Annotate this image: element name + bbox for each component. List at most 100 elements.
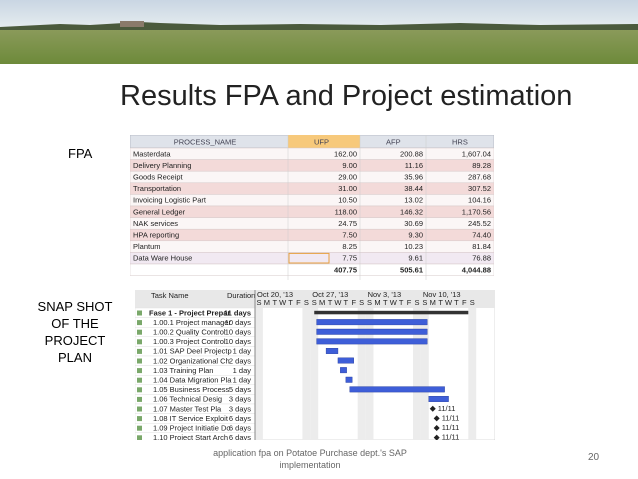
task-icon [137, 310, 142, 316]
cell-number: 10.50 [338, 196, 357, 205]
day-label: M [264, 298, 270, 307]
cell-number: 245.52 [468, 219, 491, 228]
cell-number: 1,170.56 [462, 207, 491, 216]
day-label: F [407, 298, 412, 307]
week-label: Nov 3, '13 [368, 290, 402, 299]
task-bar [428, 395, 449, 402]
selected-cell [288, 252, 330, 264]
task-name: 1.03 Training Plan [153, 366, 213, 375]
row-bg [130, 182, 494, 195]
column-header: Duration [227, 291, 255, 300]
day-label: T [399, 298, 404, 307]
column-header: Task Name [151, 291, 189, 300]
task-duration: 10 days [225, 327, 252, 336]
cell-number: 9.61 [408, 254, 423, 263]
cell-number: 74.40 [472, 230, 491, 239]
task-duration: 5 days [229, 385, 251, 394]
cell-number: 13.02 [404, 196, 423, 205]
cell-text: General Ledger [133, 207, 186, 216]
cell-number: 162.00 [334, 149, 357, 158]
day-label: S [359, 298, 364, 307]
task-duration: 6 days [229, 423, 251, 432]
column-header: AFP [386, 137, 401, 146]
row-bg [130, 228, 494, 242]
milestone-label: 11/11 [442, 423, 460, 432]
task-duration: 11 days [224, 308, 251, 317]
row-bg [130, 217, 494, 230]
day-label: S [304, 298, 309, 307]
task-duration: 1 day [233, 366, 252, 375]
milestone-label: 11/11 [442, 433, 460, 440]
task-icon [137, 358, 142, 364]
task-bar [345, 376, 353, 383]
milestone [433, 415, 440, 422]
task-icon [137, 416, 142, 422]
milestone-label: 11/11 [442, 413, 460, 422]
week-label: Oct 27, '13 [312, 290, 348, 299]
task-bar [340, 367, 347, 374]
day-label: M [319, 298, 325, 307]
day-label: W [279, 298, 287, 307]
cell-text: Invoicing Logistic Part [133, 196, 207, 205]
cell-number: 307.52 [468, 184, 491, 193]
footer-caption: application fpa on Potatoe Purchase dept… [213, 448, 407, 470]
day-label: S [312, 298, 317, 307]
task-duration: 10 days [225, 337, 252, 346]
cell-number: 76.88 [472, 254, 491, 263]
day-label: T [454, 298, 459, 307]
cell-number: 7.75 [342, 254, 357, 263]
task-duration: 3 days [229, 404, 251, 413]
day-label: F [462, 298, 467, 307]
cell-number: 1,607.04 [462, 149, 491, 158]
cell-text: Plantum [133, 242, 161, 251]
day-label: W [334, 298, 342, 307]
task-bar [337, 357, 354, 364]
day-label: T [438, 298, 443, 307]
task-icon [137, 320, 142, 326]
cell-number: 38.44 [404, 184, 423, 193]
day-label: S [256, 298, 261, 307]
task-duration: 3 days [229, 395, 251, 404]
task-icon [137, 329, 142, 335]
row-bg [130, 147, 494, 160]
cell-text: NAK services [133, 219, 178, 228]
day-label: T [328, 298, 333, 307]
weekend-shade [302, 308, 311, 440]
summary-bar [314, 310, 469, 315]
cell-number: 407.75 [334, 265, 357, 274]
milestone-label: 11/11 [438, 404, 456, 413]
cell-text: Data Ware House [133, 254, 192, 263]
day-label: T [272, 298, 277, 307]
weekend-shade [468, 308, 477, 440]
weekend-shade [357, 308, 366, 440]
task-name: 1.10 Project Start Arch [153, 433, 228, 440]
day-label: T [344, 298, 349, 307]
task-duration: 6 days [229, 433, 251, 440]
task-bar [316, 328, 428, 335]
task-bar [349, 386, 445, 393]
task-name: 1.00.2 Quality Control [153, 327, 226, 336]
page-number: 20 [588, 452, 600, 463]
cell-number: 8.25 [342, 242, 357, 251]
cell-number: 4,044.88 [462, 265, 491, 274]
cell-number: 89.28 [472, 161, 491, 170]
week-label: Oct 20, '13 [257, 290, 293, 299]
day-label: W [390, 298, 398, 307]
task-icon [137, 368, 142, 374]
task-name: 1.00.3 Project Control [153, 337, 226, 346]
weekend-shade [420, 308, 429, 440]
fpa-table: PROCESS_NAME UFP AFP HRS Masterdata 162.00 200… [130, 135, 494, 280]
day-label: M [430, 298, 436, 307]
cell-text: HPA reporting [133, 230, 179, 239]
cell-number: 9.30 [408, 230, 423, 239]
task-name: 1.08 IT Service Exploit [153, 414, 229, 423]
task-icon [137, 387, 142, 393]
weekend-shade [413, 308, 421, 440]
task-duration: 1 day [233, 375, 252, 384]
gantt-header [135, 290, 495, 308]
header-sort-bg [288, 135, 360, 148]
day-label: S [367, 298, 372, 307]
banner-photo [0, 0, 638, 64]
task-icon [137, 339, 142, 345]
cell-number: 104.16 [468, 196, 491, 205]
